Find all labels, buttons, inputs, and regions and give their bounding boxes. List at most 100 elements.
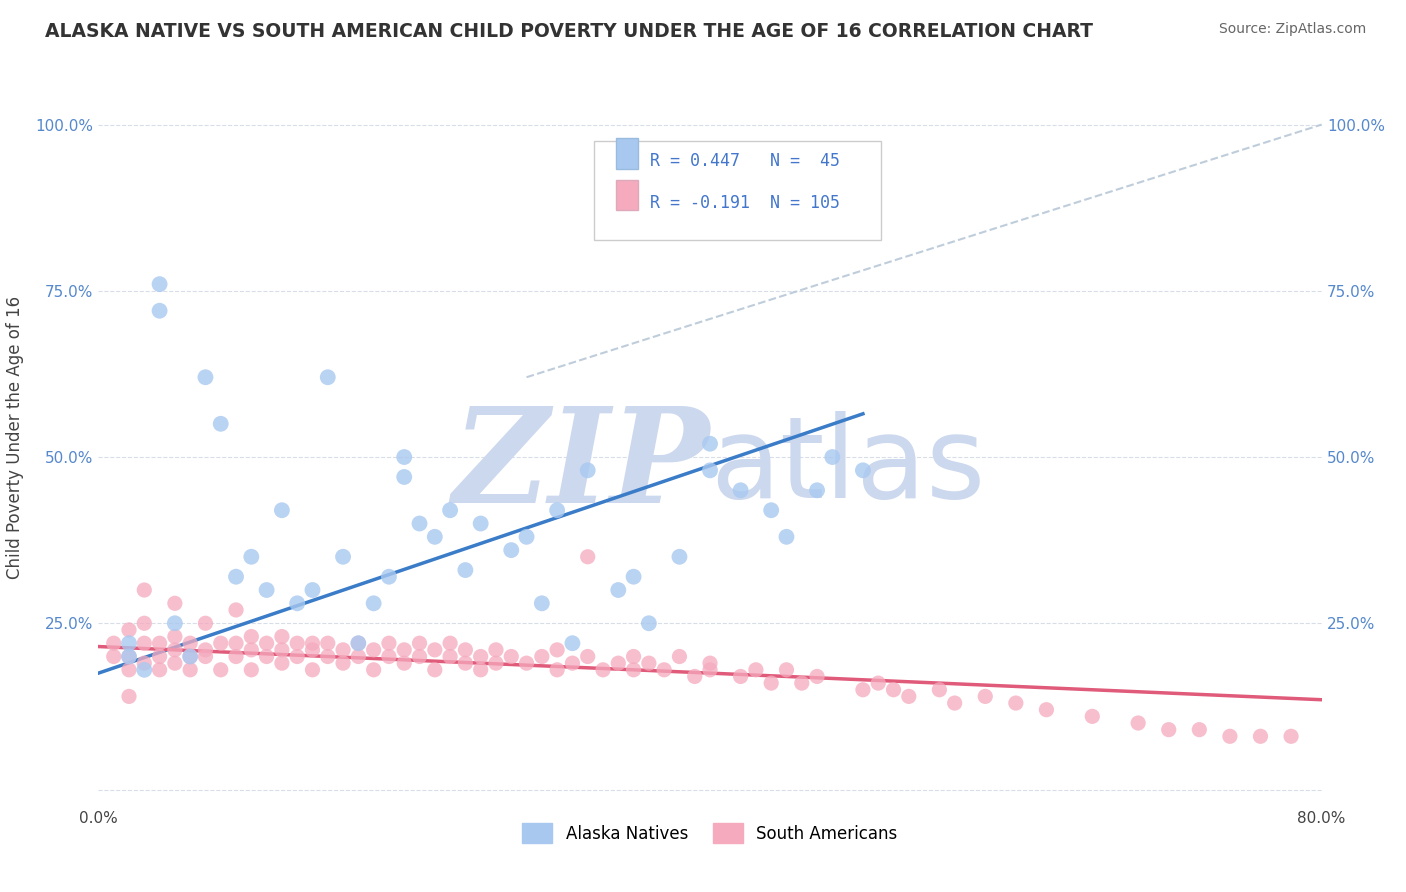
Point [576,549,599,564]
Point [163,596,186,610]
Point [256,582,278,597]
Point [454,643,477,657]
Point [1004,696,1026,710]
Point [209,417,232,431]
Point [1035,703,1057,717]
Point [225,649,247,664]
Point [546,643,568,657]
Point [652,663,675,677]
Point [637,616,661,631]
Point [607,582,630,597]
Point [699,663,721,677]
Point [225,603,247,617]
Point [883,682,905,697]
Point [149,649,172,664]
Point [270,656,292,670]
Point [790,676,813,690]
Point [209,663,232,677]
Point [118,649,141,664]
Point [546,663,568,677]
Point [285,596,308,610]
Point [699,463,721,477]
Point [378,649,401,664]
Point [1219,729,1241,743]
Point [301,643,323,657]
Text: R = 0.447   N =  45: R = 0.447 N = 45 [650,153,841,170]
Point [699,436,721,450]
Point [439,636,461,650]
Point [194,616,217,631]
Point [256,636,278,650]
Point [408,636,430,650]
Point [745,663,768,677]
Point [179,663,201,677]
Point [285,649,308,664]
FancyBboxPatch shape [593,141,882,240]
Point [1188,723,1211,737]
Point [1249,729,1271,743]
Point [316,636,339,650]
Point [118,623,141,637]
Point [149,277,172,292]
Point [683,669,706,683]
Point [561,656,583,670]
Point [240,549,263,564]
Point [347,636,370,650]
Point [347,636,370,650]
Point [332,643,354,657]
Point [332,549,354,564]
Point [485,656,508,670]
Point [423,643,446,657]
Point [775,530,797,544]
Point [470,649,492,664]
Point [378,636,401,650]
Text: ALASKA NATIVE VS SOUTH AMERICAN CHILD POVERTY UNDER THE AGE OF 16 CORRELATION CH: ALASKA NATIVE VS SOUTH AMERICAN CHILD PO… [45,22,1092,41]
Point [163,630,186,644]
Point [821,450,844,464]
Point [163,656,186,670]
Point [225,636,247,650]
Point [179,649,201,664]
Point [897,690,920,704]
Point [149,636,172,650]
Point [485,643,508,657]
Point [149,663,172,677]
Point [118,649,141,664]
Text: ZIP: ZIP [453,401,710,531]
Point [270,643,292,657]
Point [134,616,156,631]
Point [623,663,645,677]
Point [163,616,186,631]
Point [179,636,201,650]
Point [637,656,661,670]
Point [546,503,568,517]
Point [103,636,125,650]
Point [209,636,232,650]
Point [392,450,416,464]
Y-axis label: Child Poverty Under the Age of 16: Child Poverty Under the Age of 16 [6,295,24,579]
Point [1279,729,1302,743]
Point [270,503,292,517]
Point [454,563,477,577]
Point [759,676,782,690]
Point [285,636,308,650]
Point [270,630,292,644]
Point [194,649,217,664]
Point [439,649,461,664]
Point [194,370,217,384]
Point [118,690,141,704]
Point [516,656,538,670]
Point [576,649,599,664]
Point [423,530,446,544]
Point [928,682,950,697]
Point [392,656,416,670]
Point [852,463,875,477]
Point [1081,709,1104,723]
Point [501,649,523,664]
Text: atlas: atlas [710,411,986,522]
Point [103,649,125,664]
Point [134,582,156,597]
Point [363,643,385,657]
Point [501,543,523,558]
Point [454,656,477,670]
